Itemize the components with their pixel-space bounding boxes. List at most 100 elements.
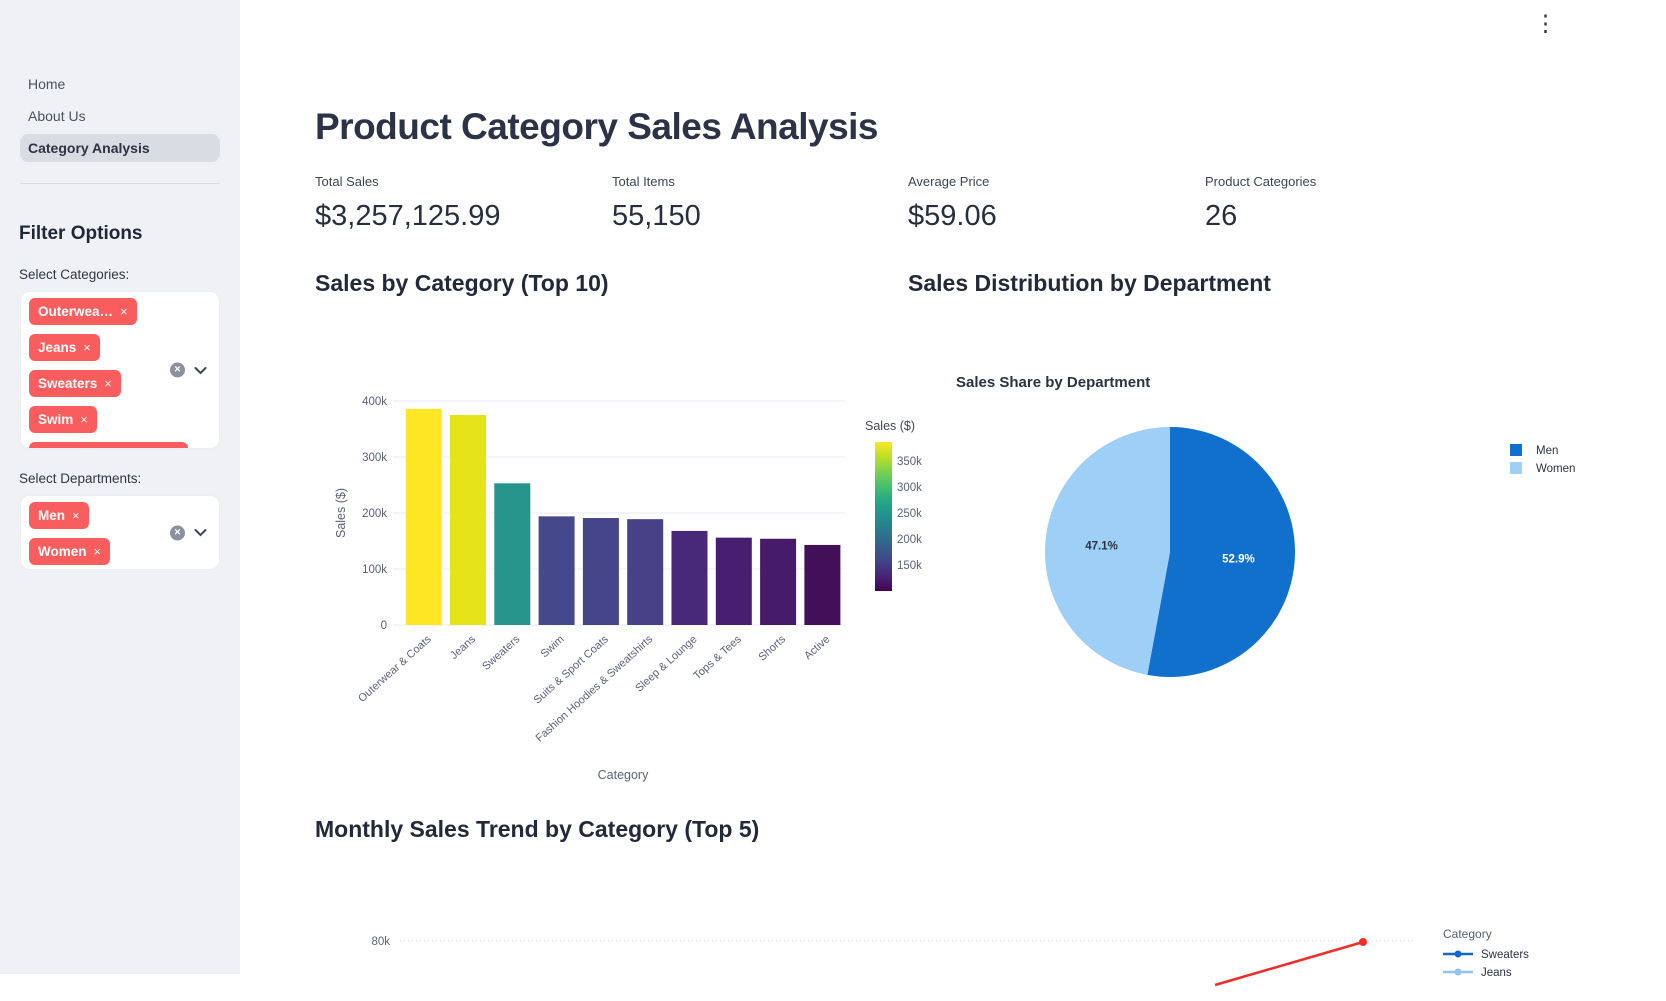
trend-marker xyxy=(1359,938,1367,946)
metric-value: $59.06 xyxy=(908,200,997,232)
y-tick-label: 0 xyxy=(381,620,387,632)
metric-product-categories: Product Categories 26 xyxy=(1205,174,1316,233)
bar[interactable] xyxy=(582,518,619,625)
colorbar-title: Sales ($) xyxy=(865,419,915,433)
main-content: ⋮ Product Category Sales Analysis Total … xyxy=(240,0,1666,987)
colorbar-tick-label: 200k xyxy=(897,534,922,546)
page-title: Product Category Sales Analysis xyxy=(315,106,879,147)
chip-label: Outerwea… xyxy=(38,304,114,319)
select-departments-label: Select Departments: xyxy=(19,471,142,486)
bar[interactable] xyxy=(450,415,486,625)
kebab-menu-icon[interactable]: ⋮ xyxy=(1534,10,1557,36)
chip-remove-icon[interactable]: × xyxy=(93,544,102,559)
chip-swim[interactable]: Swim × xyxy=(29,406,97,433)
sidebar-item-home[interactable]: Home xyxy=(28,76,66,92)
metric-average-price: Average Price $59.06 xyxy=(908,174,997,233)
chip-outerwear-coats[interactable]: Outerwea… × xyxy=(29,298,137,325)
pie-section-heading: Sales Distribution by Department xyxy=(908,270,1271,296)
chip-label: Men xyxy=(38,508,65,523)
legend-title: Category xyxy=(1443,927,1492,941)
department-multiselect[interactable]: Men × Women × × xyxy=(20,495,220,570)
x-tick-label: Tops & Tees xyxy=(691,633,744,682)
metric-value: 55,150 xyxy=(612,200,701,232)
chip-men[interactable]: Men × xyxy=(29,502,89,529)
metric-value: 26 xyxy=(1205,200,1238,232)
pie-slice-men[interactable] xyxy=(1147,427,1295,677)
sidebar-item-category-analysis[interactable]: Category Analysis xyxy=(20,134,220,162)
x-tick-label: Suits & Sport Coats xyxy=(532,633,612,706)
pie-slice-women[interactable] xyxy=(1044,427,1170,675)
chip-remove-icon[interactable]: × xyxy=(120,304,128,319)
colorbar-tick-label: 250k xyxy=(897,508,922,520)
metric-label: Average Price xyxy=(908,174,990,189)
pie-title: Sales Share by Department xyxy=(956,374,1150,391)
chip-remove-icon[interactable]: × xyxy=(83,340,91,355)
select-categories-label: Select Categories: xyxy=(19,267,130,282)
dropdown-controls: × xyxy=(170,525,207,540)
metric-total-sales: Total Sales $3,257,125.99 xyxy=(315,174,500,233)
y-axis-title: Sales ($) xyxy=(334,488,348,538)
filter-options-heading: Filter Options xyxy=(19,223,143,244)
sidebar-item-about-us[interactable]: About Us xyxy=(28,108,86,124)
sidebar-nav: Home About Us Category Analysis xyxy=(0,70,240,162)
metric-label: Product Categories xyxy=(1205,174,1317,189)
y-tick-label: 80k xyxy=(371,936,390,948)
y-tick-label: 400k xyxy=(362,396,387,408)
legend-label[interactable]: Sweaters xyxy=(1481,949,1529,961)
chevron-down-icon[interactable] xyxy=(194,366,207,374)
trend-chart[interactable]: 80k Category Sweaters Jeans xyxy=(315,856,1666,1001)
chip-remove-icon[interactable]: × xyxy=(104,376,112,391)
sidebar: Home About Us Category Analysis Filter O… xyxy=(0,0,240,974)
x-tick-label: Shorts xyxy=(756,633,788,664)
x-tick-label: Jeans xyxy=(448,633,478,662)
bar[interactable] xyxy=(627,519,664,625)
metric-value: $3,257,125.99 xyxy=(315,200,501,232)
x-tick-label: Sweaters xyxy=(480,633,522,673)
chip-women[interactable]: Women × xyxy=(29,538,111,565)
metric-total-items: Total Items 55,150 xyxy=(612,174,701,233)
colorbar-tick-label: 350k xyxy=(897,456,922,468)
bar[interactable] xyxy=(538,516,575,625)
x-tick-label: Active xyxy=(802,633,832,662)
legend-label: Women xyxy=(1536,463,1575,475)
y-tick-label: 300k xyxy=(362,452,387,464)
clear-all-icon[interactable]: × xyxy=(170,525,185,540)
legend-swatch[interactable] xyxy=(1510,444,1522,456)
bar[interactable] xyxy=(671,530,708,625)
trend-line-red[interactable] xyxy=(1214,940,1364,987)
colorbar-tick-label: 150k xyxy=(897,560,922,572)
trend-section-heading: Monthly Sales Trend by Category (Top 5) xyxy=(315,816,760,842)
chip-label: Jeans xyxy=(38,340,77,355)
x-axis-title: Category xyxy=(598,768,649,782)
chip-remove-icon[interactable]: × xyxy=(80,412,88,427)
chip-jeans[interactable]: Jeans × xyxy=(29,334,100,361)
legend-swatch[interactable] xyxy=(1510,462,1522,474)
bar-section-heading: Sales by Category (Top 10) xyxy=(315,270,609,296)
metric-label: Total Items xyxy=(612,174,675,189)
bar[interactable] xyxy=(715,537,752,625)
chip-remove-icon[interactable]: × xyxy=(172,448,180,449)
bar[interactable] xyxy=(760,538,797,625)
pie-slice-label: 47.1% xyxy=(1085,541,1118,553)
chip-suits-sport-coats[interactable]: Suits & Sport Coats × xyxy=(29,442,189,449)
bar-chart[interactable]: 0 100k 200k 300k 400k Outerwear & Coats Jeans S… xyxy=(315,340,935,805)
y-tick-label: 200k xyxy=(362,508,387,520)
legend-marker xyxy=(1454,950,1462,958)
bar[interactable] xyxy=(405,408,442,625)
sidebar-divider xyxy=(20,183,220,184)
chip-label: Sweaters xyxy=(38,376,98,391)
x-tick-label: Outerwear & Coats xyxy=(356,633,434,705)
chip-sweaters[interactable]: Sweaters × xyxy=(29,370,121,397)
clear-all-icon[interactable]: × xyxy=(170,362,185,378)
chip-label: Women xyxy=(38,544,87,559)
dropdown-controls: × xyxy=(170,362,207,378)
category-multiselect[interactable]: Outerwea… × Jeans × Sweaters × Swim × Suits … xyxy=(20,291,220,449)
legend-label: Men xyxy=(1536,445,1558,457)
legend-label[interactable]: Jeans xyxy=(1481,967,1512,979)
metric-label: Total Sales xyxy=(315,174,379,189)
bar[interactable] xyxy=(494,483,531,625)
chevron-down-icon[interactable] xyxy=(194,529,207,537)
bar[interactable] xyxy=(804,544,841,625)
pie-chart[interactable]: Sales Share by Department 52.9% 47.1% Men Wo… xyxy=(908,340,1666,690)
chip-remove-icon[interactable]: × xyxy=(72,508,80,523)
